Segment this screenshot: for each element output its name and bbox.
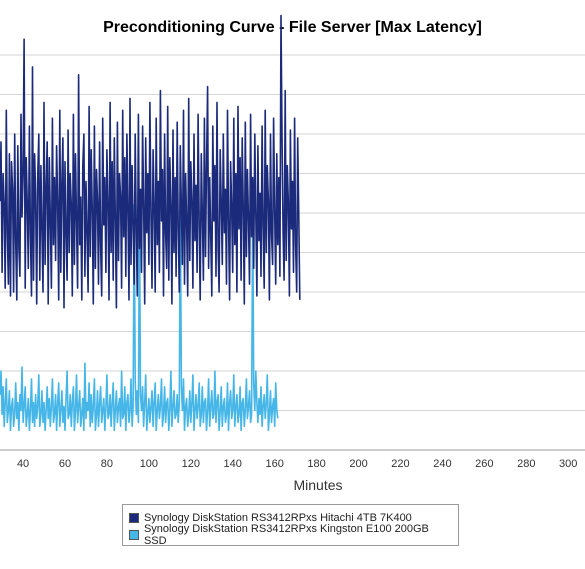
legend-item-ssd[interactable]: Synology DiskStation RS3412RPxs Kingston… bbox=[129, 523, 452, 547]
legend-label-ssd: Synology DiskStation RS3412RPxs Kingston… bbox=[143, 522, 429, 547]
x-tick-labels: 40 60 80 100 120 140 160 180 200 220 240 260 280 300 bbox=[17, 458, 577, 470]
x-tick-label: 80 bbox=[101, 458, 113, 470]
x-tick-label: 260 bbox=[475, 458, 493, 470]
x-tick-label: 60 bbox=[59, 458, 71, 470]
x-tick-label: 240 bbox=[433, 458, 451, 470]
x-tick-label: 160 bbox=[265, 458, 283, 470]
x-tick-label: 200 bbox=[349, 458, 367, 470]
legend-item-hdd[interactable]: Synology DiskStation RS3412RPxs Hitachi … bbox=[129, 509, 452, 526]
series-lines bbox=[0, 14, 301, 432]
legend-label-hdd: Synology DiskStation RS3412RPxs Hitachi … bbox=[144, 511, 412, 524]
x-tick-label: 180 bbox=[307, 458, 325, 470]
x-tick-label: 120 bbox=[182, 458, 200, 470]
x-tick-label: 300 bbox=[559, 458, 577, 470]
x-tick-label: 40 bbox=[17, 458, 29, 470]
series-line-ssd bbox=[0, 200, 279, 432]
legend: Synology DiskStation RS3412RPxs Hitachi … bbox=[122, 504, 459, 547]
x-tick-label: 280 bbox=[517, 458, 535, 470]
legend-swatch-hdd bbox=[129, 512, 139, 523]
chart-title: Preconditioning Curve - File Server [Max… bbox=[103, 19, 482, 36]
series-line-hdd bbox=[0, 14, 301, 309]
x-tick-label: 220 bbox=[391, 458, 409, 470]
x-tick-label: 100 bbox=[140, 458, 158, 470]
x-tick-label: 140 bbox=[224, 458, 242, 470]
legend-swatch-ssd bbox=[129, 529, 139, 540]
x-axis-title: Minutes bbox=[293, 477, 342, 493]
